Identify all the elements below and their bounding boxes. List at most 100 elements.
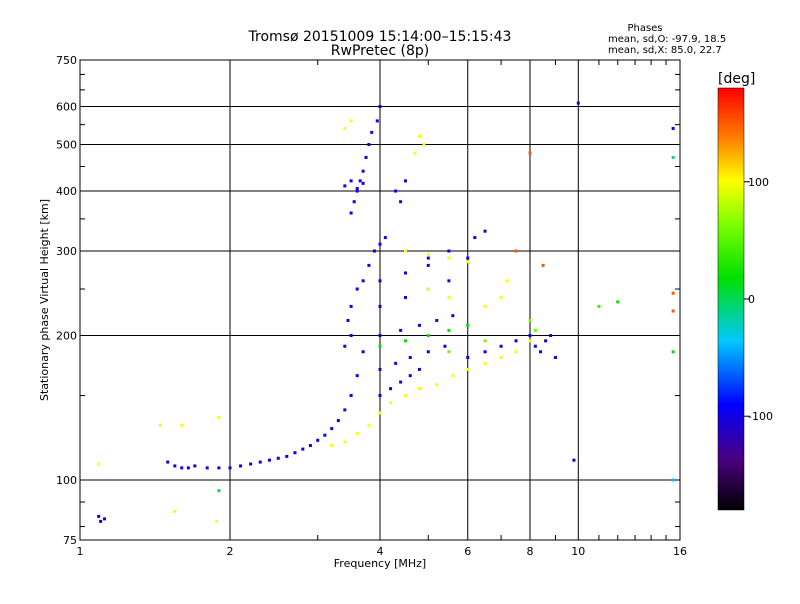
y-tick-label: 200	[56, 330, 77, 343]
data-point	[394, 361, 398, 365]
data-point	[97, 462, 101, 466]
data-point	[375, 119, 379, 123]
data-point	[671, 350, 675, 354]
data-point	[349, 179, 353, 183]
data-point	[447, 350, 451, 354]
data-point	[514, 249, 518, 253]
data-point	[403, 271, 407, 275]
x-tick-label: 6	[464, 545, 471, 558]
data-point	[389, 401, 393, 405]
data-point	[426, 350, 430, 354]
data-point	[346, 318, 350, 322]
data-point	[193, 464, 197, 468]
data-point	[217, 415, 221, 419]
data-point	[544, 339, 548, 343]
data-point	[355, 186, 359, 190]
colorbar-label: [deg]	[718, 71, 755, 87]
data-point	[576, 101, 580, 105]
data-point	[99, 519, 103, 523]
data-point	[671, 291, 675, 295]
data-point	[367, 143, 371, 147]
data-point	[514, 339, 518, 343]
colorbar-ticks: 100 0 -100	[744, 176, 773, 423]
data-point	[336, 419, 340, 423]
data-point	[330, 427, 334, 431]
y-tick-label: 750	[56, 54, 77, 67]
grid	[80, 60, 680, 540]
data-point	[426, 263, 430, 267]
data-point	[426, 256, 430, 260]
data-point	[528, 339, 532, 343]
data-point	[301, 447, 305, 451]
data-point	[597, 304, 601, 308]
data-point	[180, 466, 184, 470]
data-point	[514, 350, 518, 354]
chart-subtitle: RwPretec (8p)	[331, 43, 429, 59]
data-point	[466, 256, 470, 260]
x-tick-label: 1	[77, 545, 84, 558]
y-tick-label: 300	[56, 245, 77, 258]
data-point	[349, 119, 353, 123]
data-point	[349, 211, 353, 215]
data-point	[505, 279, 509, 283]
data-point	[267, 458, 271, 462]
data-point	[483, 350, 487, 354]
colorbar	[717, 87, 745, 511]
x-tick-label: 4	[377, 545, 384, 558]
data-point	[217, 489, 221, 493]
data-point	[378, 334, 382, 338]
data-point	[447, 279, 451, 283]
data-point	[103, 517, 107, 521]
data-point	[358, 179, 362, 183]
data-point	[355, 374, 359, 378]
data-point	[426, 287, 430, 291]
data-point	[293, 451, 297, 455]
data-point	[422, 143, 426, 147]
data-point	[408, 374, 412, 378]
data-point	[316, 438, 320, 442]
data-point	[258, 460, 262, 464]
data-point	[413, 151, 417, 155]
x-axis-label: Frequency [MHz]	[334, 557, 426, 570]
data-point	[355, 189, 359, 193]
data-point	[373, 249, 377, 253]
data-point	[343, 408, 347, 412]
data-point	[158, 423, 162, 427]
data-point	[378, 344, 382, 348]
data-point	[378, 411, 382, 415]
data-point	[466, 323, 470, 327]
data-point	[671, 155, 675, 159]
data-point	[378, 394, 382, 398]
data-point	[361, 350, 365, 354]
colorbar-tick-label: 0	[748, 293, 755, 306]
data-point	[671, 478, 675, 482]
data-point	[417, 387, 421, 391]
data-point	[330, 444, 334, 448]
y-tick-label: 75	[63, 534, 77, 547]
phases-line-o: mean, sd,O: -97.9, 18.5	[608, 34, 726, 45]
data-point	[180, 423, 184, 427]
data-point	[361, 181, 365, 185]
data-point	[447, 256, 451, 260]
data-point	[417, 323, 421, 327]
data-point	[549, 334, 553, 338]
data-point	[447, 328, 451, 332]
data-point	[364, 155, 368, 159]
data-point	[173, 464, 177, 468]
data-point	[389, 387, 393, 391]
data-point	[355, 287, 359, 291]
data-point	[239, 464, 243, 468]
y-axis-label: Stationary phase Virtual Height [km]	[38, 199, 51, 401]
data-point	[343, 344, 347, 348]
chart-title: Tromsø 20151009 15:14:00–15:15:43	[248, 29, 512, 45]
data-point	[166, 460, 170, 464]
data-point	[323, 433, 327, 437]
data-point	[394, 189, 398, 193]
data-point	[399, 380, 403, 384]
phases-line-x: mean, sd,X: 85.0, 22.7	[608, 45, 722, 56]
data-point	[343, 440, 347, 444]
data-point	[572, 458, 576, 462]
data-point	[285, 454, 289, 458]
data-points	[97, 101, 675, 523]
